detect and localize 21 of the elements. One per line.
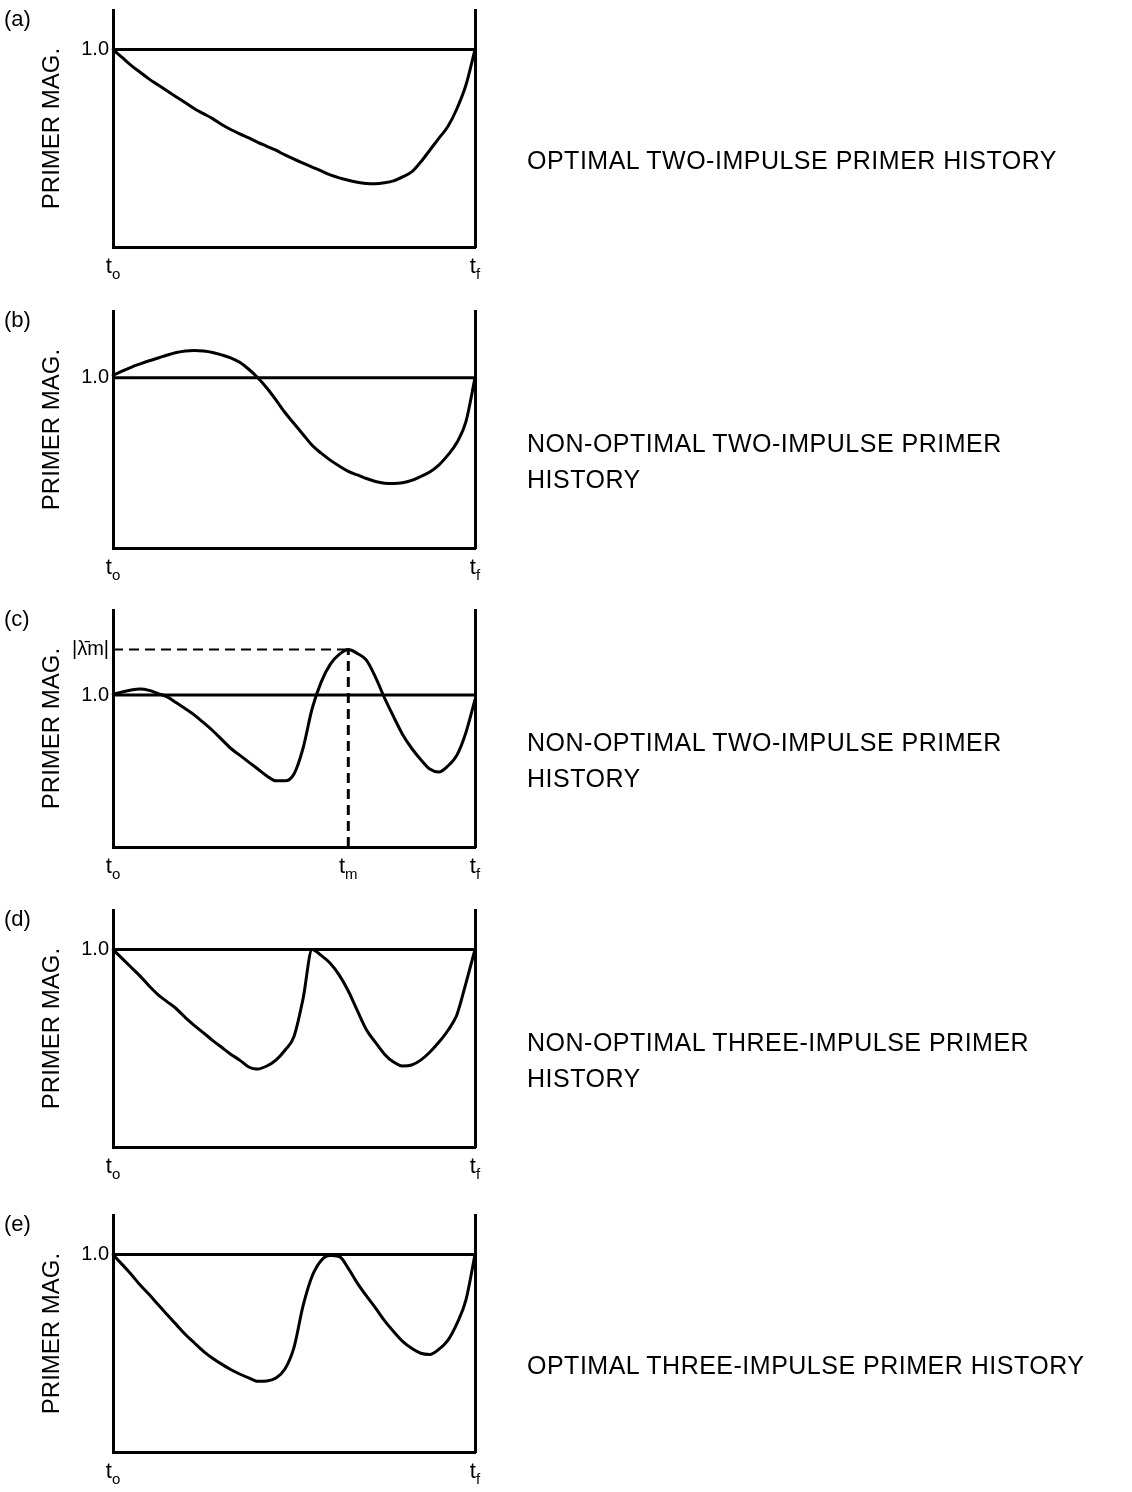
ref-line-label: 1.0 bbox=[81, 1242, 110, 1265]
text: 1.0 bbox=[81, 365, 110, 388]
text: NON-OPTIMAL TWO-IMPULSE PRIMER HISTORY bbox=[527, 727, 1003, 794]
chart-title: (e) bbox=[4, 1211, 31, 1237]
text: OPTIMAL THREE-IMPULSE PRIMER HISTORY bbox=[527, 1350, 1086, 1381]
y-axis-title: PRIMER MAG. bbox=[37, 947, 65, 1110]
y-axis-title: PRIMER MAG. bbox=[37, 647, 65, 810]
text: |λ̄m| bbox=[71, 637, 110, 660]
ref-line-label: 1.0 bbox=[81, 37, 110, 60]
chart-title: (d) bbox=[4, 906, 31, 932]
y-axis-title: PRIMER MAG. bbox=[37, 47, 65, 210]
text: NON-OPTIMAL TWO-IMPULSE PRIMER HISTORY bbox=[527, 428, 1003, 495]
text: 1.0 bbox=[81, 682, 110, 705]
text: NON-OPTIMAL THREE-IMPULSE PRIMER HISTORY bbox=[527, 1027, 1031, 1094]
chart-title: (b) bbox=[4, 307, 31, 333]
y-axis-title: PRIMER MAG. bbox=[37, 1252, 65, 1415]
ref-line-label: 1.0 bbox=[81, 937, 110, 960]
chart-title: (a) bbox=[4, 6, 31, 32]
y-axis-title: PRIMER MAG. bbox=[37, 348, 65, 511]
chart-title: (c) bbox=[4, 606, 30, 632]
text: OPTIMAL TWO-IMPULSE PRIMER HISTORY bbox=[527, 145, 1059, 176]
